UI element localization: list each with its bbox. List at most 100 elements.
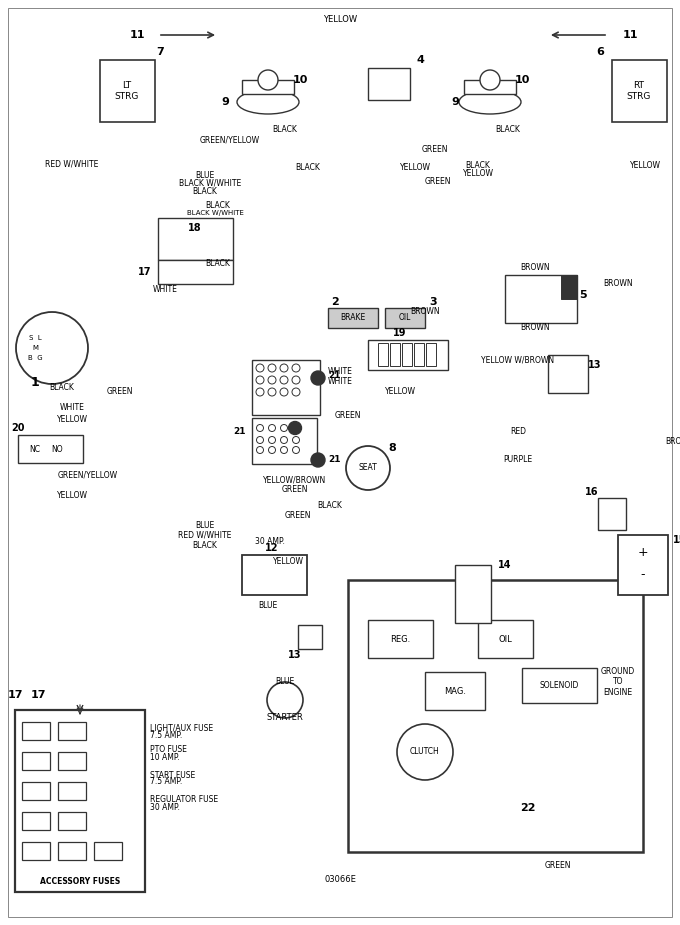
Bar bbox=[242, 555, 307, 595]
Bar bbox=[414, 343, 424, 366]
Text: GREEN: GREEN bbox=[335, 411, 361, 420]
Text: REGULATOR FUSE: REGULATOR FUSE bbox=[150, 796, 218, 805]
Text: BLACK: BLACK bbox=[318, 500, 343, 510]
Text: MAG.: MAG. bbox=[444, 686, 466, 696]
Text: GROUND
TO
ENGINE: GROUND TO ENGINE bbox=[601, 667, 635, 697]
Text: 13: 13 bbox=[588, 360, 602, 370]
Text: 10 AMP.: 10 AMP. bbox=[150, 753, 180, 761]
Text: BLACK: BLACK bbox=[205, 201, 231, 209]
Text: 9: 9 bbox=[451, 97, 459, 107]
Text: BLACK: BLACK bbox=[205, 260, 231, 268]
Text: BLUE: BLUE bbox=[275, 677, 294, 686]
Text: BLACK: BLACK bbox=[50, 384, 74, 392]
Text: 21: 21 bbox=[234, 427, 246, 437]
Text: 17: 17 bbox=[7, 690, 22, 700]
Text: 21: 21 bbox=[328, 455, 341, 464]
Text: 03066E: 03066E bbox=[324, 875, 356, 884]
Text: GREEN: GREEN bbox=[282, 486, 308, 495]
Text: REG.: REG. bbox=[390, 635, 410, 644]
Text: 7: 7 bbox=[156, 47, 164, 57]
Bar bbox=[252, 360, 320, 415]
Bar bbox=[368, 340, 448, 370]
Text: YELLOW: YELLOW bbox=[56, 490, 88, 500]
Text: 19: 19 bbox=[393, 328, 407, 338]
Text: WHITE: WHITE bbox=[60, 403, 84, 413]
Text: -: - bbox=[641, 569, 645, 582]
Bar bbox=[22, 722, 50, 740]
Text: YELLOW: YELLOW bbox=[630, 161, 660, 169]
Text: +: + bbox=[638, 546, 648, 559]
Text: YELLOW: YELLOW bbox=[56, 414, 88, 424]
Text: 18: 18 bbox=[188, 223, 202, 233]
Bar bbox=[548, 355, 588, 393]
Text: B  G: B G bbox=[28, 355, 42, 361]
Text: RED W/WHITE: RED W/WHITE bbox=[178, 531, 232, 539]
Text: BLUE: BLUE bbox=[258, 600, 277, 610]
Bar bbox=[368, 68, 410, 100]
Bar bbox=[22, 752, 50, 770]
Text: 9: 9 bbox=[221, 97, 229, 107]
Text: BROWN: BROWN bbox=[665, 438, 680, 447]
Bar bbox=[22, 782, 50, 800]
Bar bbox=[464, 80, 516, 94]
Circle shape bbox=[292, 425, 299, 431]
Text: NC: NC bbox=[29, 445, 41, 453]
Text: 11: 11 bbox=[129, 30, 145, 40]
Bar bbox=[426, 343, 436, 366]
Text: BLACK: BLACK bbox=[192, 540, 218, 549]
Text: YELLOW: YELLOW bbox=[384, 387, 415, 396]
Bar bbox=[348, 580, 643, 852]
Text: BLACK: BLACK bbox=[496, 126, 520, 134]
Text: BLUE: BLUE bbox=[195, 521, 215, 529]
Circle shape bbox=[268, 364, 276, 372]
Bar bbox=[15, 710, 145, 892]
Circle shape bbox=[256, 425, 264, 431]
Text: 30 AMP.: 30 AMP. bbox=[255, 537, 285, 547]
Circle shape bbox=[268, 388, 276, 396]
Bar bbox=[58, 782, 86, 800]
Text: SOLENOID: SOLENOID bbox=[539, 681, 579, 689]
Text: 11: 11 bbox=[622, 30, 638, 40]
Bar bbox=[158, 218, 233, 260]
Text: 13: 13 bbox=[288, 650, 302, 660]
Text: OIL: OIL bbox=[498, 635, 512, 644]
Bar bbox=[455, 565, 491, 623]
Circle shape bbox=[256, 437, 264, 443]
Text: GREEN: GREEN bbox=[422, 145, 448, 154]
Text: BLACK: BLACK bbox=[273, 126, 297, 134]
Bar bbox=[22, 842, 50, 860]
Text: M: M bbox=[32, 345, 38, 351]
Circle shape bbox=[397, 724, 453, 780]
Text: OIL: OIL bbox=[398, 314, 411, 323]
Text: BLACK: BLACK bbox=[296, 164, 320, 172]
Text: 7.5 AMP.: 7.5 AMP. bbox=[150, 778, 182, 786]
Circle shape bbox=[311, 371, 325, 385]
Text: 21: 21 bbox=[328, 371, 341, 379]
Bar bbox=[100, 60, 155, 122]
Bar bbox=[22, 812, 50, 830]
Circle shape bbox=[292, 447, 299, 453]
Text: GREEN: GREEN bbox=[545, 861, 571, 870]
Text: 22: 22 bbox=[520, 803, 536, 813]
Circle shape bbox=[288, 422, 301, 435]
Circle shape bbox=[256, 364, 264, 372]
Circle shape bbox=[280, 376, 288, 384]
Text: LIGHT/AUX FUSE: LIGHT/AUX FUSE bbox=[150, 723, 213, 733]
Ellipse shape bbox=[237, 90, 299, 114]
Text: RED: RED bbox=[510, 427, 526, 437]
Text: START FUSE: START FUSE bbox=[150, 771, 195, 780]
Text: PTO FUSE: PTO FUSE bbox=[150, 746, 187, 755]
Text: RED W/WHITE: RED W/WHITE bbox=[46, 159, 99, 168]
Text: 20: 20 bbox=[12, 423, 24, 433]
Circle shape bbox=[16, 312, 88, 384]
Text: YELLOW/BROWN: YELLOW/BROWN bbox=[263, 475, 326, 485]
Text: YELLOW: YELLOW bbox=[273, 558, 303, 566]
Text: SEAT: SEAT bbox=[358, 463, 377, 473]
Text: BROWN: BROWN bbox=[520, 264, 550, 273]
Circle shape bbox=[280, 364, 288, 372]
Text: 12: 12 bbox=[265, 543, 279, 553]
Bar bbox=[612, 60, 667, 122]
Circle shape bbox=[292, 437, 299, 443]
Circle shape bbox=[269, 447, 275, 453]
Bar bbox=[618, 535, 668, 595]
